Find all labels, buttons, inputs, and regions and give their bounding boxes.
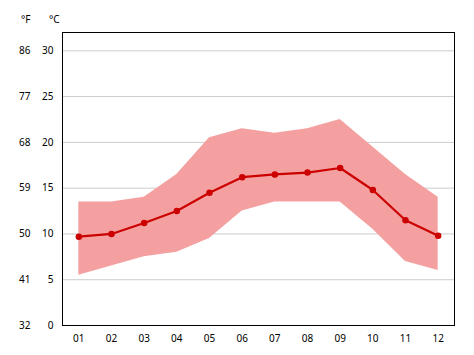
svg-text:50: 50 [19,226,31,240]
svg-text:07: 07 [269,331,281,345]
svg-text:03: 03 [138,331,150,345]
svg-text:06: 06 [236,331,248,345]
svg-text:5: 5 [48,272,54,286]
svg-text:15: 15 [42,180,54,194]
svg-text:10: 10 [367,331,379,345]
svg-text:77: 77 [19,89,31,103]
svg-text:08: 08 [302,331,314,345]
svg-text:°C: °C [49,12,60,26]
svg-text:32: 32 [19,318,31,332]
svg-text:10: 10 [42,226,54,240]
svg-text:04: 04 [171,331,183,345]
svg-text:02: 02 [106,331,118,345]
svg-text:09: 09 [334,331,346,345]
svg-text:68: 68 [19,135,31,149]
svg-text:11: 11 [400,331,411,345]
svg-text:30: 30 [42,43,54,57]
svg-text:41: 41 [19,272,30,286]
svg-text:86: 86 [19,43,31,57]
svg-text:0: 0 [48,318,54,332]
svg-text:°F: °F [21,12,30,26]
svg-text:25: 25 [42,89,54,103]
svg-text:20: 20 [42,135,54,149]
svg-text:59: 59 [19,180,31,194]
svg-text:01: 01 [73,331,84,345]
svg-text:05: 05 [204,331,216,345]
svg-text:12: 12 [432,331,444,345]
